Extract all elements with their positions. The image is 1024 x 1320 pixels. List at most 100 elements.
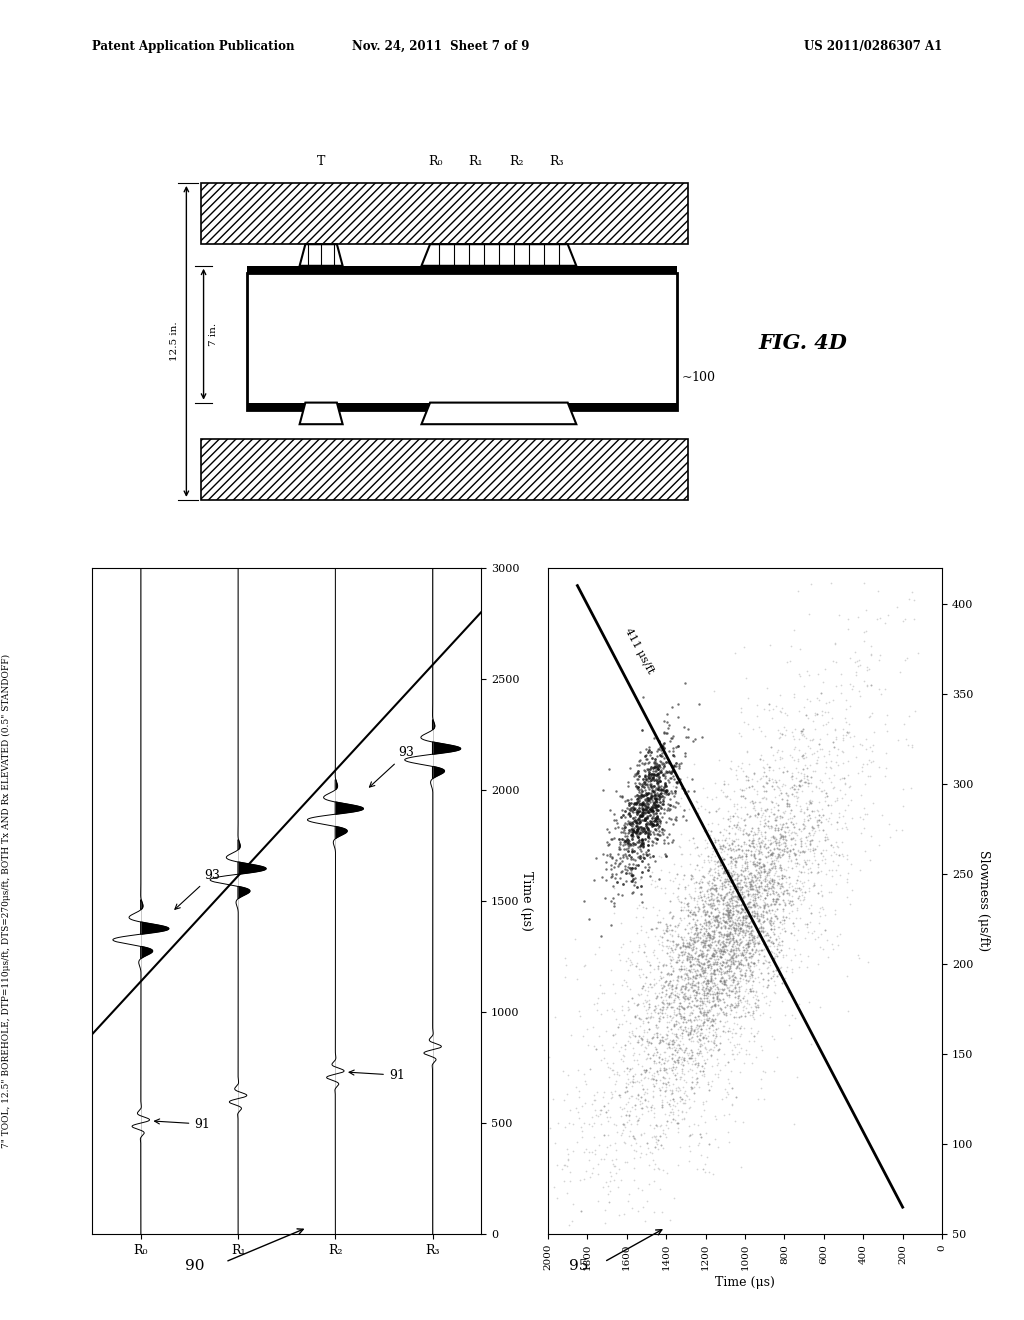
- Point: [771, 727, 787, 748]
- Point: [797, 841, 813, 862]
- Point: [662, 902, 678, 923]
- Point: [774, 807, 791, 828]
- Point: [662, 948, 678, 969]
- Point: [649, 800, 666, 821]
- Point: [730, 939, 746, 960]
- Point: [696, 1100, 713, 1121]
- Point: [650, 824, 667, 845]
- Point: [603, 858, 620, 879]
- Point: [767, 894, 783, 915]
- Point: [653, 1027, 670, 1048]
- Point: [702, 925, 719, 946]
- Point: [681, 1028, 697, 1049]
- Point: [742, 1005, 759, 1026]
- Point: [730, 937, 746, 958]
- Point: [689, 921, 706, 942]
- Point: [698, 1007, 715, 1028]
- Point: [606, 1113, 623, 1134]
- Point: [754, 826, 770, 847]
- Point: [604, 998, 621, 1019]
- Point: [587, 1139, 603, 1160]
- Point: [793, 833, 809, 854]
- Point: [627, 1129, 643, 1150]
- Point: [616, 1151, 633, 1172]
- Point: [811, 912, 827, 933]
- Point: [737, 896, 754, 917]
- Point: [731, 1018, 748, 1039]
- Point: [584, 1107, 600, 1129]
- Point: [815, 746, 831, 767]
- Point: [617, 1076, 634, 1097]
- Point: [686, 902, 702, 923]
- Point: [722, 895, 738, 916]
- Point: [662, 1006, 678, 1027]
- Point: [709, 1107, 725, 1129]
- Point: [877, 714, 893, 735]
- Point: [702, 1039, 719, 1060]
- Point: [638, 792, 654, 813]
- Point: [702, 998, 719, 1019]
- Point: [594, 866, 610, 887]
- Point: [636, 1040, 652, 1061]
- Point: [791, 886, 807, 907]
- Point: [790, 878, 806, 899]
- Point: [798, 836, 814, 857]
- Point: [785, 686, 802, 708]
- Text: 95: 95: [569, 1259, 588, 1272]
- Point: [785, 729, 802, 750]
- Point: [742, 888, 759, 909]
- Point: [712, 911, 728, 932]
- Point: [689, 965, 706, 986]
- Text: 91: 91: [155, 1118, 210, 1130]
- Point: [687, 965, 703, 986]
- Point: [776, 832, 793, 853]
- Point: [728, 886, 744, 907]
- Point: [687, 927, 703, 948]
- Point: [768, 809, 784, 830]
- Point: [743, 878, 760, 899]
- Point: [707, 909, 723, 931]
- Point: [695, 866, 712, 887]
- Point: [690, 846, 707, 867]
- Point: [638, 1060, 654, 1081]
- Point: [701, 928, 718, 949]
- Point: [810, 857, 826, 878]
- Point: [695, 1026, 712, 1047]
- Point: [675, 1019, 691, 1040]
- Point: [623, 1135, 639, 1156]
- Point: [693, 796, 710, 817]
- Point: [644, 1086, 660, 1107]
- Point: [643, 874, 659, 895]
- Point: [638, 921, 654, 942]
- Point: [648, 760, 665, 781]
- Point: [696, 935, 713, 956]
- Point: [680, 989, 696, 1010]
- Point: [787, 873, 804, 894]
- Point: [698, 1008, 715, 1030]
- Point: [724, 853, 740, 874]
- Point: [639, 950, 655, 972]
- Point: [735, 785, 752, 807]
- Point: [735, 892, 752, 913]
- Point: [624, 1022, 640, 1043]
- Point: [587, 944, 603, 965]
- Point: [684, 1019, 700, 1040]
- Point: [669, 1027, 685, 1048]
- Point: [746, 799, 763, 820]
- Point: [715, 781, 731, 803]
- Point: [794, 894, 810, 915]
- Point: [673, 909, 689, 931]
- Point: [724, 928, 740, 949]
- Point: [779, 817, 796, 838]
- Point: [621, 1026, 637, 1047]
- Point: [649, 1027, 666, 1048]
- Point: [685, 953, 701, 974]
- Point: [766, 1060, 782, 1081]
- Point: [626, 993, 642, 1014]
- Point: [643, 781, 659, 803]
- Point: [695, 954, 712, 975]
- Point: [633, 958, 649, 979]
- Point: [679, 948, 695, 969]
- Point: [712, 870, 728, 891]
- Point: [664, 1081, 680, 1102]
